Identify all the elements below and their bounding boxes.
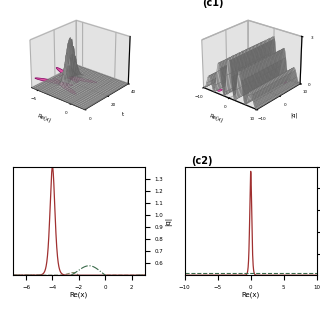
t= 20 [143, 273, 147, 277]
t= 30 [87, 264, 91, 268]
t= 1 [274, 271, 277, 275]
t= 1 [315, 271, 319, 275]
t= 9 [143, 273, 147, 277]
t= 9 [69, 271, 73, 275]
t= 30 [24, 273, 28, 277]
t= 20 [11, 273, 15, 277]
t= 30 [114, 277, 117, 281]
t= 20 [102, 273, 106, 277]
t= 30 [143, 273, 147, 277]
t= 9 [71, 271, 75, 275]
t= -6 [196, 273, 200, 277]
t= 9 [11, 273, 15, 277]
t= -6 [249, 170, 252, 173]
t= -6 [236, 273, 240, 277]
Y-axis label: t: t [122, 112, 124, 117]
t= 9 [116, 273, 120, 277]
Line: t= 9: t= 9 [13, 273, 145, 281]
t= 20 [64, 273, 68, 277]
t= 20 [24, 273, 28, 277]
Line: t= 20: t= 20 [13, 167, 145, 275]
t= 1 [183, 271, 187, 275]
t= -6 [315, 273, 319, 277]
Text: (c2): (c2) [191, 156, 213, 166]
t= 9 [114, 273, 118, 277]
X-axis label: Re(x): Re(x) [70, 291, 88, 298]
t= 30 [102, 272, 106, 276]
t= 20 [69, 273, 73, 277]
t= 30 [11, 273, 15, 277]
t= 20 [115, 273, 118, 277]
t= -6 [274, 273, 277, 277]
t= -6 [286, 273, 290, 277]
Y-axis label: |q|: |q| [291, 112, 298, 117]
Y-axis label: |q|: |q| [165, 216, 172, 226]
t= 20 [51, 165, 54, 169]
t= 9 [102, 274, 106, 277]
t= -6 [241, 273, 245, 277]
t= 30 [116, 276, 120, 280]
t= 30 [114, 277, 118, 281]
t= 1 [196, 271, 200, 275]
t= 9 [80, 279, 84, 283]
t= 30 [69, 273, 73, 277]
t= -6 [288, 273, 292, 277]
Line: t= -6: t= -6 [185, 172, 317, 275]
Text: (c1): (c1) [202, 0, 223, 8]
t= 1 [288, 271, 292, 275]
X-axis label: Re(x): Re(x) [37, 113, 52, 123]
X-axis label: Re(x): Re(x) [242, 291, 260, 298]
t= -6 [183, 273, 187, 277]
t= 30 [64, 275, 68, 279]
t= 9 [64, 272, 68, 276]
t= 20 [114, 273, 118, 277]
X-axis label: Re(x): Re(x) [209, 113, 224, 123]
t= 1 [286, 271, 290, 275]
t= 9 [24, 273, 28, 277]
t= 1 [241, 271, 245, 275]
t= 20 [116, 273, 120, 277]
Line: t= 30: t= 30 [13, 266, 145, 279]
t= 1 [236, 271, 240, 275]
